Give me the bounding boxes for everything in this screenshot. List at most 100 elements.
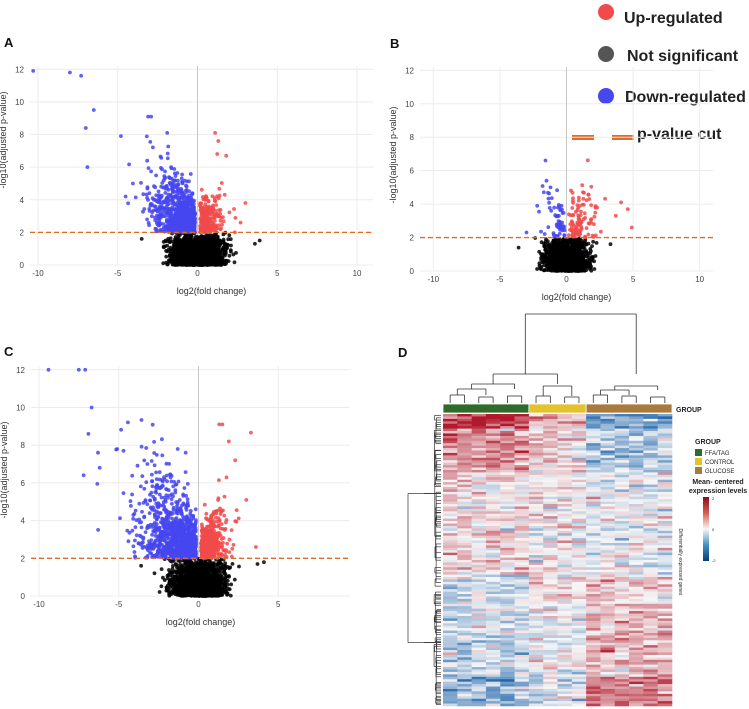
data-point-up	[199, 206, 204, 211]
data-point-down	[91, 108, 96, 112]
data-point-ns	[197, 263, 202, 267]
data-point-down	[192, 205, 197, 210]
data-point-down	[174, 195, 178, 200]
data-point-down	[180, 172, 185, 177]
y-tick-label: 0	[20, 261, 25, 270]
data-point-ns	[189, 256, 193, 261]
x-tick-label: -5	[496, 275, 504, 284]
data-point-down	[162, 199, 167, 204]
data-point-up	[221, 215, 225, 220]
data-point-up	[219, 181, 224, 185]
data-point-down	[159, 184, 164, 189]
y-tick-label: 2	[20, 228, 25, 237]
data-point-ns	[215, 246, 219, 251]
data-point-up	[214, 224, 219, 229]
data-point-down	[179, 219, 184, 224]
data-point-ns	[197, 258, 201, 262]
data-point-down	[191, 202, 196, 206]
data-point-up	[227, 210, 232, 215]
data-point-ns	[226, 259, 231, 263]
legend-label-down: Down-regulated	[625, 89, 746, 106]
data-point-down	[139, 181, 143, 185]
data-point-down	[156, 189, 161, 194]
data-point-down	[180, 179, 184, 184]
data-point-ns	[181, 239, 186, 244]
data-point-down	[154, 173, 159, 178]
data-point-down	[167, 199, 171, 203]
data-point-ns	[139, 237, 144, 241]
data-point-up	[200, 218, 205, 223]
data-point-up	[204, 228, 209, 233]
data-point-down	[176, 178, 180, 183]
data-point-up	[238, 220, 243, 225]
data-point-ns	[221, 232, 226, 237]
data-point-down	[172, 217, 177, 222]
data-point-down	[161, 214, 166, 219]
x-tick-label: 10	[353, 269, 362, 278]
y-tick-label: 6	[20, 163, 25, 172]
data-point-down	[184, 183, 188, 188]
data-point-down	[172, 207, 177, 212]
data-point-down	[165, 156, 170, 161]
data-point-up	[224, 153, 229, 158]
data-point-up	[213, 131, 218, 135]
data-point-down	[175, 171, 180, 175]
y-tick-label: 8	[20, 131, 25, 140]
data-point-ns	[164, 254, 169, 259]
data-point-down	[167, 175, 172, 180]
data-point-ns	[537, 249, 542, 254]
data-point-ns	[253, 241, 257, 246]
data-point-ns	[592, 267, 597, 271]
data-point-down	[157, 193, 162, 198]
x-tick-label: 5	[631, 275, 636, 284]
data-point-up	[213, 219, 217, 223]
x-tick-label: -10	[32, 269, 44, 278]
data-point-ns	[218, 262, 222, 267]
data-point-ns	[542, 268, 547, 272]
legend-marker-up	[598, 4, 614, 20]
data-point-ns	[168, 245, 173, 250]
data-point-ns	[594, 241, 599, 245]
x-axis-label: log2(fold change)	[542, 292, 612, 302]
data-point-down	[172, 167, 177, 171]
data-point-ns	[188, 234, 193, 239]
legend-marker-ns	[598, 46, 614, 62]
legend-marker-down	[598, 88, 614, 104]
x-axis-label: log2(fold change)	[177, 286, 247, 296]
data-point-up	[214, 203, 219, 207]
data-point-down	[177, 216, 182, 221]
data-point-ns	[590, 244, 594, 249]
panel-label-d: D	[398, 345, 407, 360]
data-point-ns	[195, 246, 200, 251]
data-point-ns	[186, 250, 191, 255]
data-point-ns	[234, 251, 238, 255]
data-point-down	[157, 199, 162, 204]
data-point-up	[201, 223, 206, 228]
data-point-up	[200, 211, 205, 215]
data-point-down	[85, 165, 90, 170]
data-point-down	[151, 208, 156, 213]
data-point-down	[126, 201, 130, 206]
data-point-ns	[226, 237, 231, 242]
data-point-ns	[200, 239, 205, 244]
y-tick-label: 12	[405, 66, 414, 75]
data-point-ns	[161, 261, 166, 266]
data-point-down	[146, 166, 151, 171]
data-point-down	[147, 223, 152, 228]
data-point-ns	[209, 252, 214, 257]
data-point-down	[187, 195, 192, 200]
data-point-down	[155, 213, 159, 218]
data-point-up	[217, 193, 222, 198]
x-tick-label: 0	[564, 275, 569, 284]
data-point-ns	[167, 258, 172, 262]
data-point-down	[189, 213, 194, 218]
data-point-down	[144, 134, 149, 139]
data-point-down	[163, 169, 167, 174]
data-point-down	[177, 195, 182, 200]
data-point-down	[145, 186, 150, 191]
panel-label-b: B	[390, 36, 399, 51]
data-point-ns	[228, 237, 233, 242]
x-tick-label: -5	[114, 269, 122, 278]
data-point-ns	[185, 241, 190, 246]
data-point-ns	[227, 253, 232, 258]
